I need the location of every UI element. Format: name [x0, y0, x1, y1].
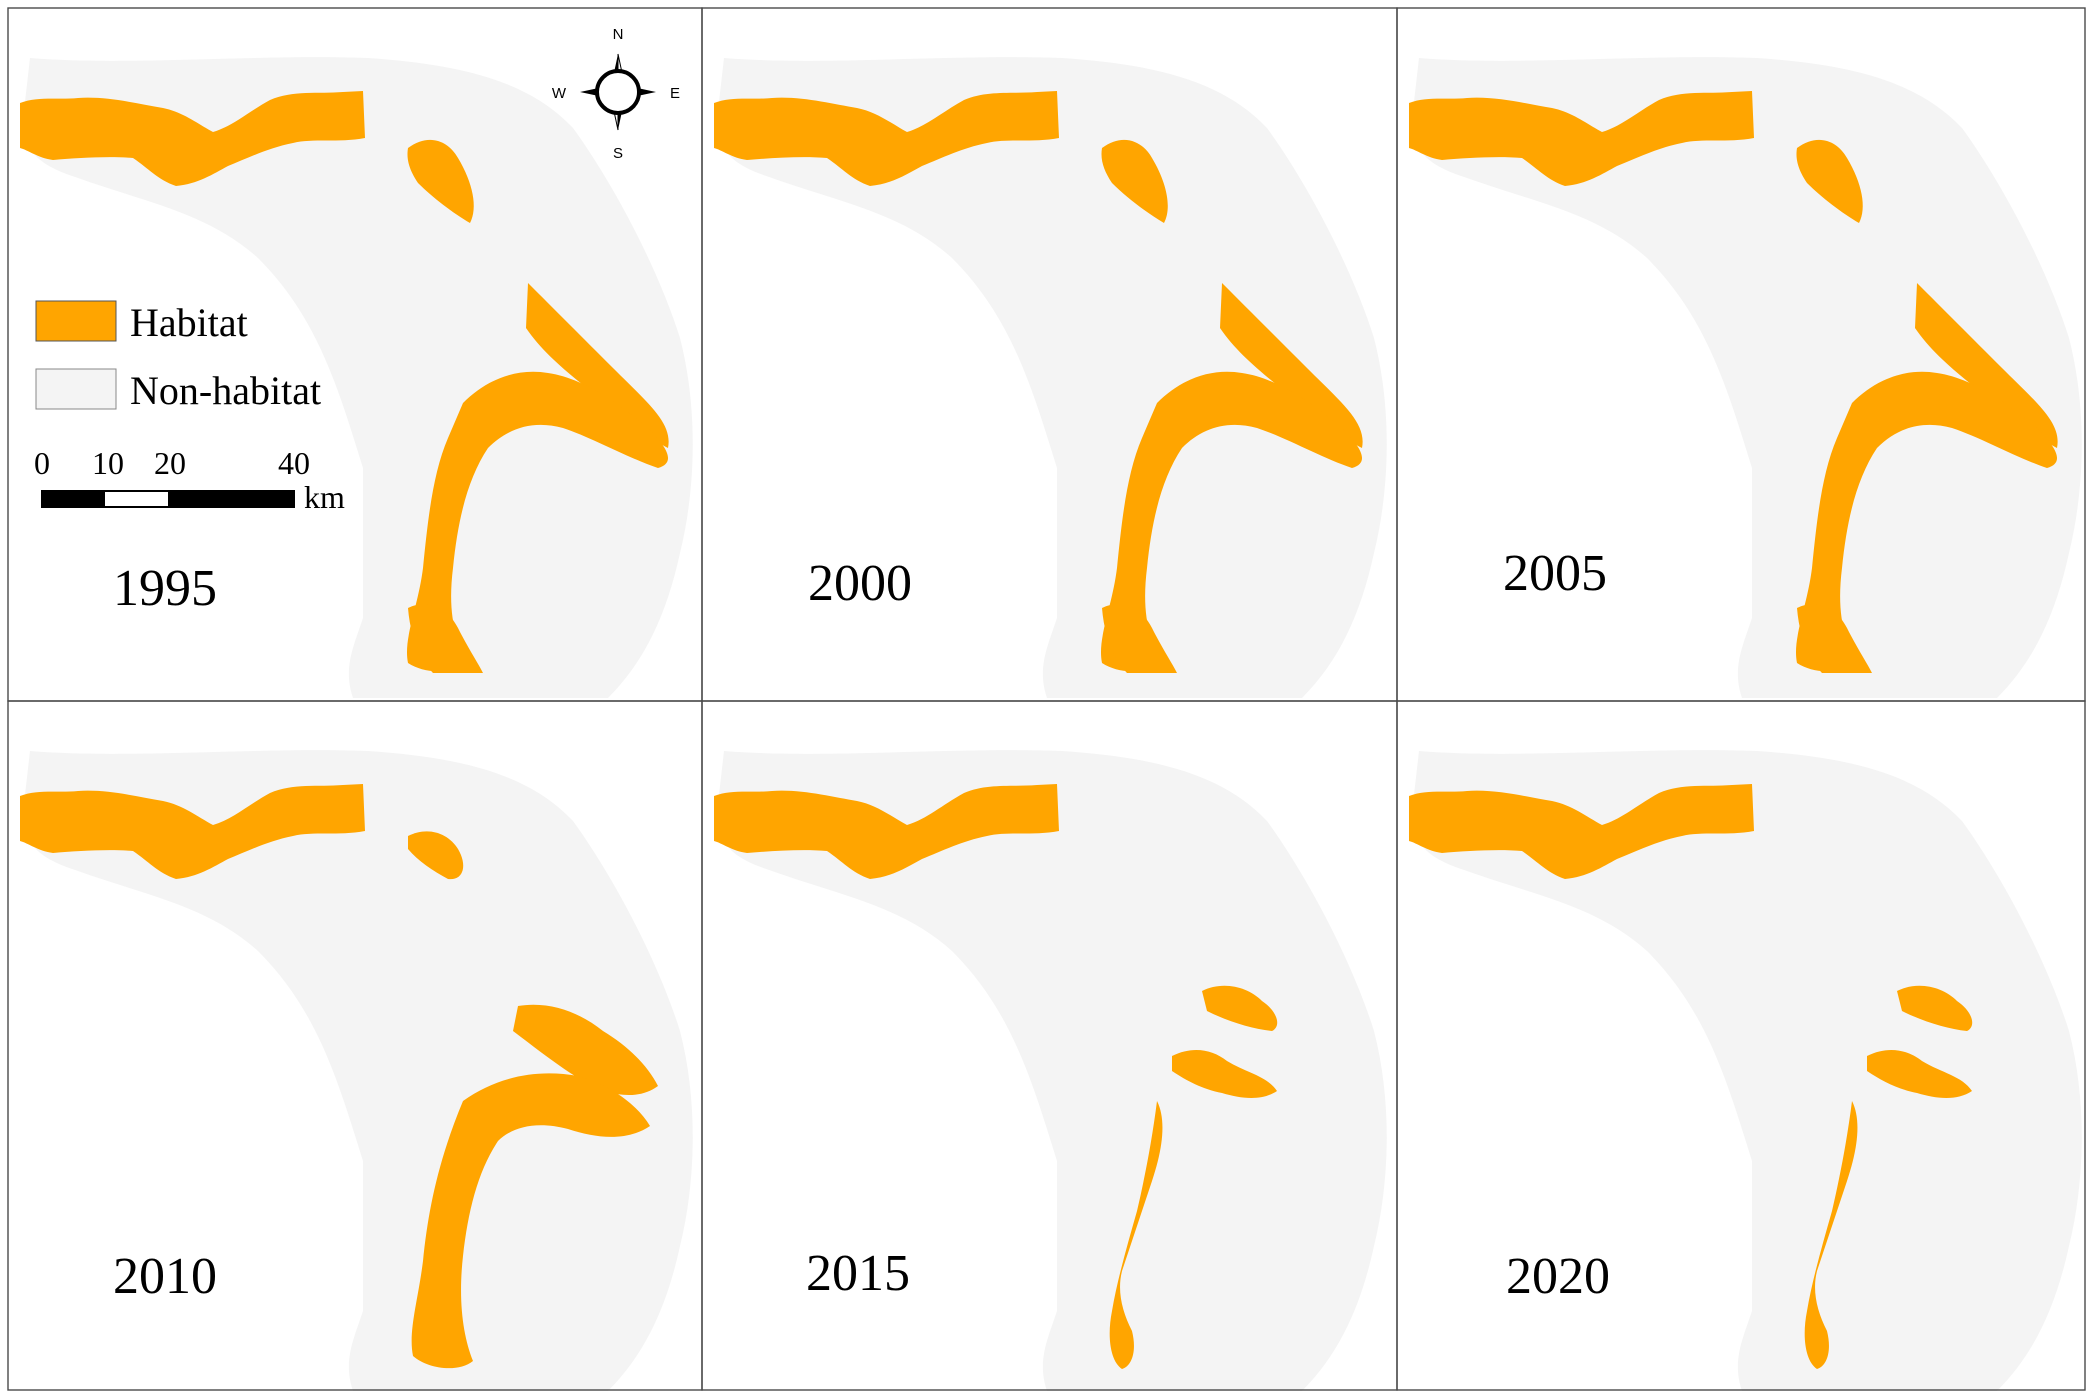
legend-habitat-label: Habitat: [130, 300, 248, 345]
map-panel-2015: 2015: [701, 700, 1398, 1391]
year-label-2000: 2000: [808, 555, 912, 612]
map-panel-2005: 2005: [1396, 7, 2086, 702]
compass-s: S: [613, 145, 623, 162]
legend-non-habitat-swatch: [35, 368, 117, 410]
year-label-2010: 2010: [113, 1248, 217, 1305]
legend-non-habitat-label: Non-habitat: [130, 368, 321, 413]
scale-tick-10: 10: [92, 445, 124, 481]
compass-e: E: [670, 85, 680, 102]
panel-frame: [1396, 700, 2086, 1391]
scale-bar: 0 10 20 40 km: [34, 445, 345, 515]
north-arrow-icon: N S E W: [552, 26, 680, 162]
map-panel-2020: 2020: [1396, 700, 2086, 1391]
compass-n: N: [613, 26, 624, 43]
year-label-2005: 2005: [1503, 545, 1607, 602]
map-panel-2000: 2000: [701, 7, 1398, 702]
legend-habitat-swatch: [35, 300, 117, 342]
scale-tick-40: 40: [278, 445, 310, 481]
map-panel-2010: 2010: [7, 700, 703, 1391]
legend: Habitat Non-habitat: [35, 300, 321, 413]
scale-tick-20: 20: [154, 445, 186, 481]
year-label-2015: 2015: [806, 1245, 910, 1302]
scale-tick-0: 0: [34, 445, 50, 481]
compass-w: W: [552, 85, 567, 102]
scale-unit: km: [304, 479, 345, 515]
year-label-2020: 2020: [1506, 1248, 1610, 1305]
map-panel-1995: 1995: [7, 7, 703, 702]
year-label-1995: 1995: [113, 560, 217, 617]
